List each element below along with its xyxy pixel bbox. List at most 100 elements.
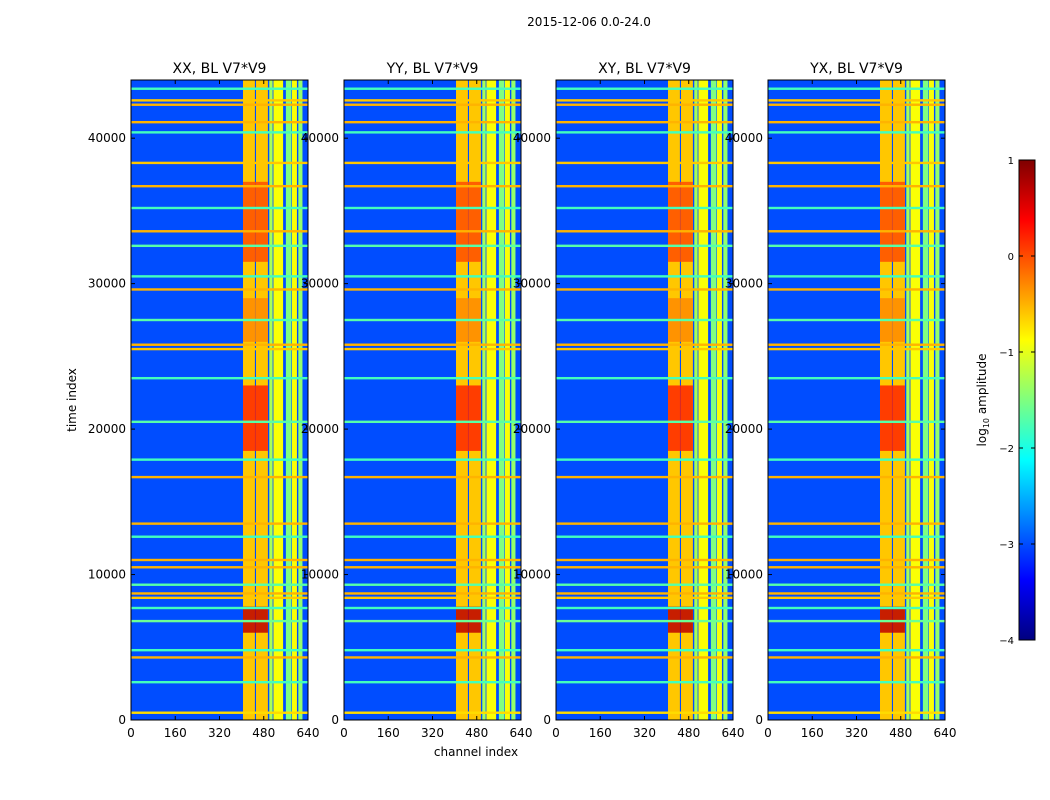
flagged-time-line xyxy=(556,656,733,659)
flagged-time-line xyxy=(768,656,945,659)
y-tick-label: 20000 xyxy=(301,422,339,436)
channel-band xyxy=(269,80,273,720)
flagged-time-line xyxy=(131,535,308,538)
colorbar-label-suffix: amplitude xyxy=(975,354,989,418)
flagged-time-line xyxy=(344,711,521,714)
flagged-time-line xyxy=(556,318,733,322)
flagged-time-line xyxy=(344,606,521,610)
flagged-time-line xyxy=(131,566,308,569)
y-tick-label: 40000 xyxy=(725,131,763,145)
flagged-time-line xyxy=(131,656,308,659)
x-tick-label: 640 xyxy=(510,726,533,740)
y-tick-label: 20000 xyxy=(513,422,551,436)
channel-band xyxy=(935,80,940,720)
flagged-time-line xyxy=(768,103,945,106)
channel-band xyxy=(716,80,722,720)
colorbar-tick-label: 1 xyxy=(1008,156,1014,167)
channel-band xyxy=(486,80,497,720)
flagged-time-line xyxy=(344,318,521,322)
flagged-time-line xyxy=(768,230,945,233)
flagged-time-line xyxy=(344,458,521,461)
flagged-time-line xyxy=(344,230,521,233)
channel-band xyxy=(298,80,303,720)
hot-region xyxy=(456,181,481,262)
flagged-time-line xyxy=(556,592,733,595)
flagged-time-line xyxy=(131,99,308,102)
channel-band xyxy=(498,80,505,720)
x-tick-label: 480 xyxy=(252,726,275,740)
flagged-time-line xyxy=(344,475,521,479)
x-axis-label: channel index xyxy=(434,745,518,759)
flagged-time-line xyxy=(556,87,733,90)
flagged-time-line xyxy=(768,161,945,165)
flagged-time-line xyxy=(344,420,521,424)
flagged-time-line xyxy=(131,87,308,90)
flagged-time-line xyxy=(131,606,308,610)
flagged-time-line xyxy=(556,206,733,210)
flagged-time-line xyxy=(344,275,521,278)
flagged-time-line xyxy=(344,120,521,124)
x-tick-label: 160 xyxy=(801,726,824,740)
y-tick-label: 40000 xyxy=(88,131,126,145)
panel-title: YY, BL V7*V9 xyxy=(386,61,479,77)
channel-band xyxy=(482,80,486,720)
flagged-time-line xyxy=(131,420,308,424)
y-tick-label: 30000 xyxy=(513,277,551,291)
flagged-time-line xyxy=(344,596,521,600)
x-tick-label: 320 xyxy=(845,726,868,740)
colorbar-label-subscript: 10 xyxy=(982,418,991,428)
colorbar-tick-label: 0 xyxy=(1008,252,1014,263)
flagged-time-line xyxy=(131,619,308,623)
channel-band xyxy=(694,80,698,720)
channel-band xyxy=(723,80,728,720)
channel-band xyxy=(906,80,910,720)
flagged-time-line xyxy=(768,592,945,595)
flagged-time-line xyxy=(131,184,308,188)
flagged-time-line xyxy=(556,161,733,165)
flagged-time-line xyxy=(768,87,945,90)
flagged-time-line xyxy=(768,343,945,346)
y-tick-label: 20000 xyxy=(725,422,763,436)
flagged-time-line xyxy=(344,535,521,538)
flagged-time-line xyxy=(768,99,945,102)
hot-region xyxy=(243,606,268,633)
flagged-time-line xyxy=(768,648,945,652)
colorbar-tick-label: −4 xyxy=(999,636,1014,647)
flagged-time-line xyxy=(344,103,521,106)
flagged-time-line xyxy=(768,558,945,562)
panel-image xyxy=(556,80,733,720)
flagged-time-line xyxy=(344,558,521,562)
flagged-time-line xyxy=(131,347,308,351)
y-tick-label: 30000 xyxy=(301,277,339,291)
x-tick-label: 0 xyxy=(340,726,348,740)
y-tick-label: 0 xyxy=(543,713,551,727)
x-tick-label: 160 xyxy=(589,726,612,740)
flagged-time-line xyxy=(556,475,733,479)
hot-region xyxy=(668,181,693,262)
flagged-time-line xyxy=(556,619,733,623)
flagged-time-line xyxy=(131,120,308,124)
flagged-time-line xyxy=(556,558,733,562)
flagged-time-line xyxy=(344,131,521,134)
x-tick-label: 320 xyxy=(208,726,231,740)
flagged-time-line xyxy=(131,522,308,525)
flagged-time-line xyxy=(768,596,945,600)
x-tick-label: 320 xyxy=(633,726,656,740)
flagged-time-line xyxy=(556,99,733,102)
flagged-time-line xyxy=(131,583,308,586)
flagged-time-line xyxy=(556,583,733,586)
flagged-time-line xyxy=(556,343,733,346)
flagged-time-line xyxy=(344,680,521,684)
x-tick-label: 160 xyxy=(164,726,187,740)
flagged-time-line xyxy=(556,131,733,134)
channel-band xyxy=(511,80,516,720)
panel-1: XX, BL V7*V9 0 160 320 480 640 0 10000 20000 3000… xyxy=(88,61,320,740)
flagged-time-line xyxy=(131,288,308,291)
panel-4: YX, BL V7*V9 0 160 320 480 640 0 10000 20000 3000… xyxy=(725,61,957,740)
colorbar-ticks: 1 0 −1 −2 −3 −4 xyxy=(999,156,1035,647)
panel-image xyxy=(131,80,308,720)
colorbar-label: log10 amplitude xyxy=(975,354,991,447)
flagged-time-line xyxy=(556,606,733,610)
flagged-time-line xyxy=(556,184,733,188)
